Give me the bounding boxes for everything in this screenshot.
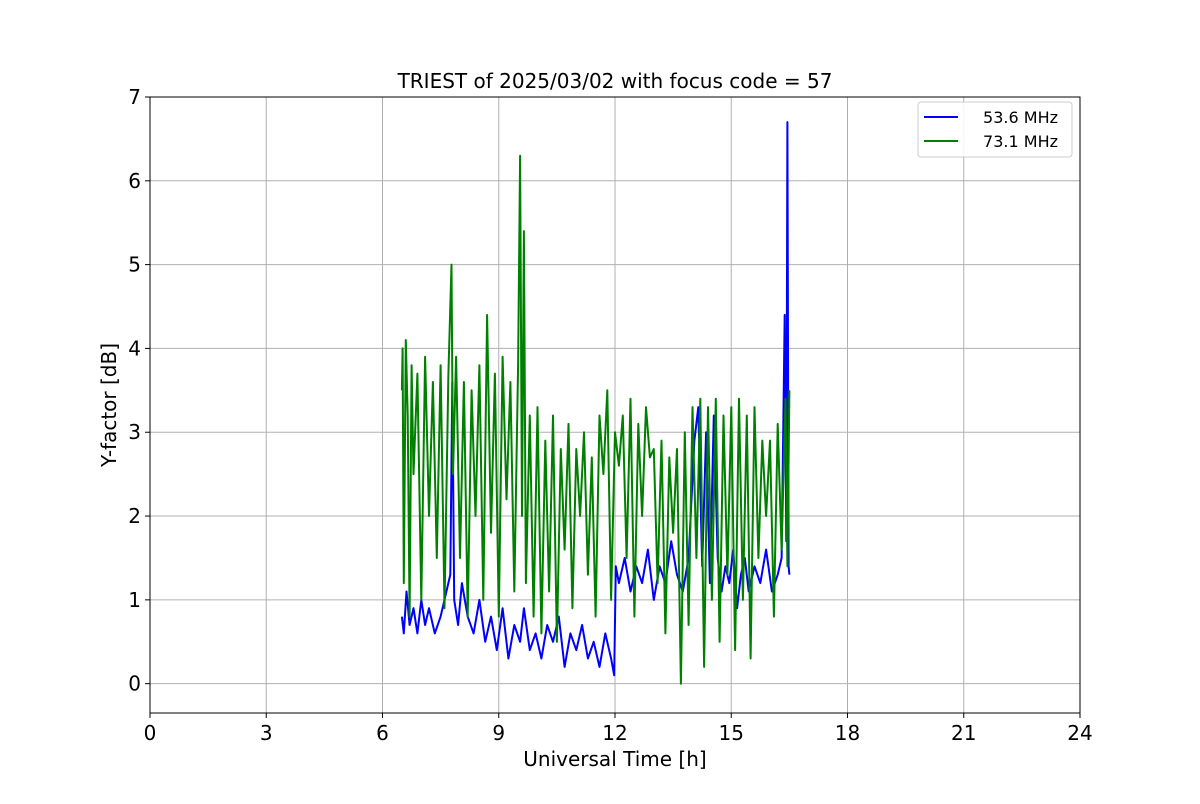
series-line-73-1-mhz	[400, 154, 791, 685]
y-tick-label: 4	[128, 336, 141, 360]
x-axis-label: Universal Time [h]	[523, 747, 706, 771]
series-layer	[400, 121, 791, 685]
x-tick-label: 12	[602, 721, 627, 745]
legend-label-53-6: 53.6 MHz	[983, 108, 1058, 127]
y-axis-label: Y-factor [dB]	[97, 343, 121, 468]
y-tick-label: 5	[128, 253, 141, 277]
chart-title: TRIEST of 2025/03/02 with focus code = 5…	[397, 69, 833, 93]
series-line-53-6-mhz	[400, 121, 791, 677]
x-tick-label: 18	[835, 721, 860, 745]
x-tick-label: 21	[951, 721, 976, 745]
x-tick-label: 15	[719, 721, 744, 745]
x-tick-label: 0	[144, 721, 157, 745]
legend-box	[917, 101, 1073, 158]
y-tick-label: 2	[128, 504, 141, 528]
y-tick-label: 3	[128, 420, 141, 444]
x-tick-label: 24	[1067, 721, 1092, 745]
y-tick-label: 7	[128, 85, 141, 109]
legend: 53.6 MHz 73.1 MHz	[917, 101, 1073, 158]
y-tick-label: 0	[128, 672, 141, 696]
x-tick-label: 9	[492, 721, 505, 745]
legend-label-73-1: 73.1 MHz	[983, 132, 1058, 151]
x-tick-label: 6	[376, 721, 389, 745]
y-tick-label: 1	[128, 588, 141, 612]
y-tick-label: 6	[128, 169, 141, 193]
x-tick-label: 3	[260, 721, 273, 745]
